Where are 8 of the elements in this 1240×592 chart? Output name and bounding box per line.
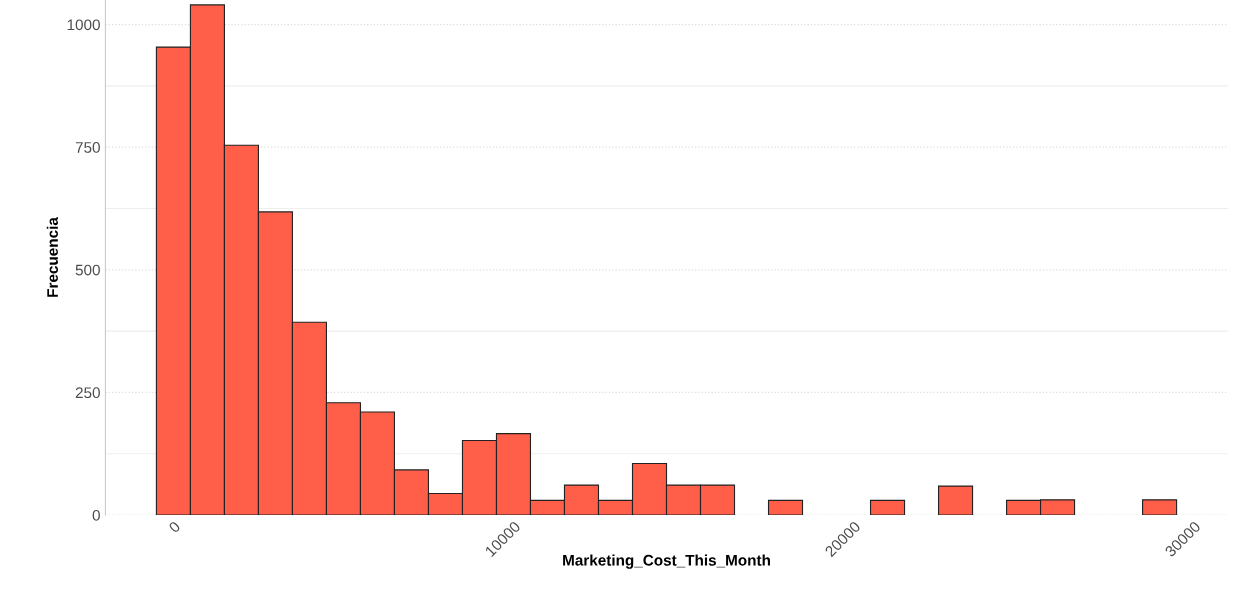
y-tick-label: 1000: [67, 19, 100, 31]
y-axis-title: Frecuencia: [46, 217, 58, 297]
y-tick-label: 750: [75, 142, 100, 153]
x-axis-title: Marketing_Cost_This_Month: [563, 554, 770, 569]
x-tick-label: 0: [168, 520, 181, 534]
y-tick-label: 500: [75, 264, 100, 276]
y-tick-label: 0: [92, 509, 100, 521]
y-tick-label: 250: [75, 387, 100, 399]
